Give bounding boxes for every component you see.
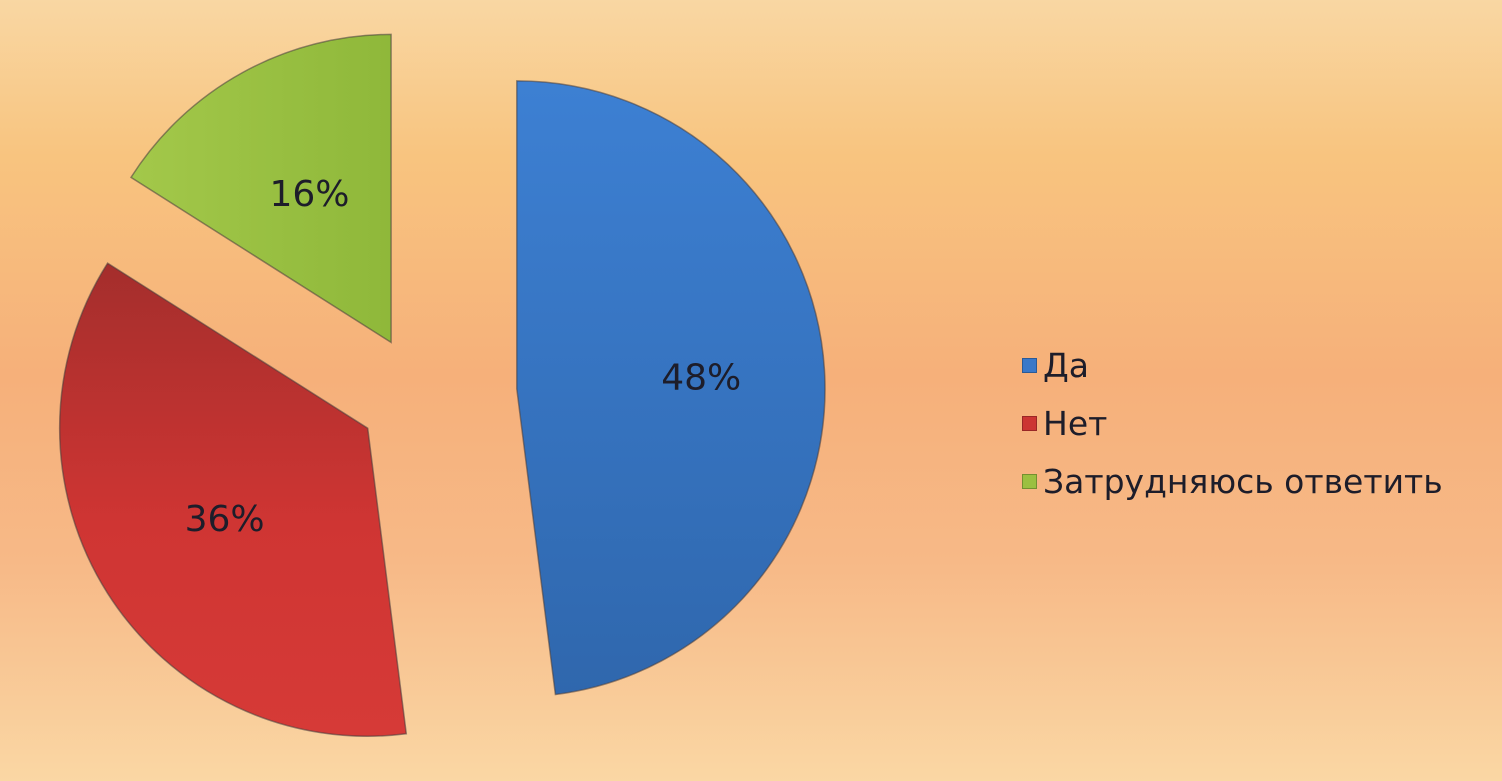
- slice-label-undecided: 16%: [269, 174, 349, 215]
- legend-label-undecided: Затрудняюсь ответить: [1043, 461, 1443, 501]
- legend-item-yes: Да: [1022, 336, 1443, 394]
- slice-label-yes: 48%: [661, 357, 741, 398]
- pie-slice-no: [58, 262, 408, 737]
- legend-swatch-undecided: [1022, 473, 1037, 489]
- legend-swatch-no: [1022, 415, 1037, 431]
- legend-label-yes: Да: [1043, 345, 1090, 385]
- pie-slice-undecided: [129, 33, 392, 344]
- legend-item-undecided: Затрудняюсь ответить: [1022, 452, 1443, 510]
- legend-swatch-yes: [1022, 357, 1037, 373]
- legend-label-no: Нет: [1043, 403, 1108, 443]
- legend-item-no: Нет: [1022, 394, 1443, 452]
- slice-label-no: 36%: [185, 499, 265, 540]
- pie-slice-yes: [516, 80, 826, 696]
- chart-legend: Да Нет Затрудняюсь ответить: [1022, 336, 1443, 510]
